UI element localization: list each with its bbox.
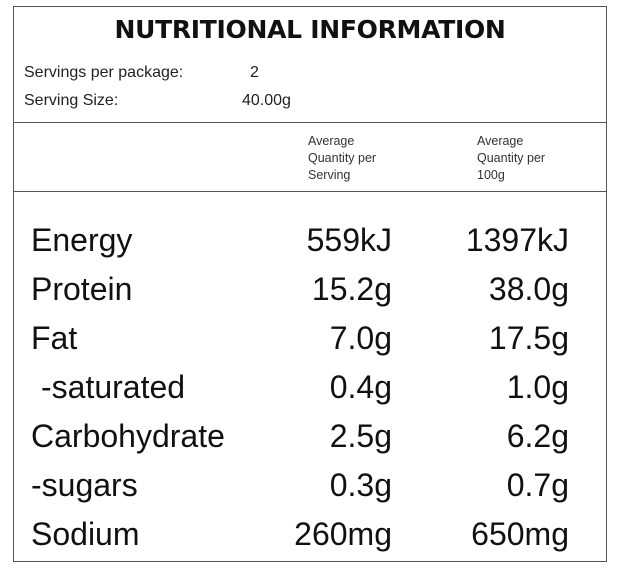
nutrient-name: Protein — [31, 271, 133, 307]
value-per-serving: 559kJ — [306, 222, 392, 258]
value-per-100g: 1.0g — [506, 369, 569, 405]
column-header-band: Average Quantity per Serving Average Qua… — [14, 122, 606, 192]
nutrient-row-saturated: -saturated 0.4g 1.0g — [14, 362, 606, 411]
value-per-serving: 2.5g — [329, 418, 392, 454]
value-per-serving: 7.0g — [329, 320, 392, 356]
value-per-100g: 38.0g — [488, 271, 569, 307]
column-header-per-100g: Average Quantity per 100g — [477, 133, 587, 184]
value-per-100g: 650mg — [471, 516, 569, 552]
serving-size-label: Serving Size: — [24, 92, 119, 109]
nutrient-row-sodium: Sodium 260mg 650mg — [14, 509, 606, 558]
column-header-line: Quantity per — [477, 151, 546, 165]
nutrient-row-protein: Protein 15.2g 38.0g — [14, 264, 606, 313]
value-per-serving: 0.3g — [329, 467, 392, 503]
column-header-line: 100g — [477, 168, 505, 182]
nutrient-name: Energy — [31, 222, 133, 258]
column-header-per-serving: Average Quantity per Serving — [308, 133, 418, 184]
value-per-serving: 15.2g — [311, 271, 392, 307]
nutrient-name: Sodium — [31, 516, 140, 552]
servings-value: 2 — [250, 64, 259, 81]
value-per-serving: 0.4g — [329, 369, 392, 405]
nutrient-row-carbohydrate: Carbohydrate 2.5g 6.2g — [14, 411, 606, 460]
column-header-line: Average — [308, 134, 355, 148]
panel-title: NUTRITIONAL INFORMATION — [114, 15, 506, 44]
nutrient-row-sugars: -sugars 0.3g 0.7g — [14, 460, 606, 509]
nutrient-rows: Energy 559kJ 1397kJ Protein 15.2g 38.0g … — [14, 215, 606, 558]
nutrition-panel: NUTRITIONAL INFORMATION Servings per pac… — [13, 6, 607, 562]
nutrient-row-fat: Fat 7.0g 17.5g — [14, 313, 606, 362]
value-per-100g: 1397kJ — [465, 222, 569, 258]
servings-label: Servings per package: — [24, 64, 184, 81]
serving-size-value: 40.00g — [242, 92, 291, 109]
column-header-line: Serving — [308, 168, 351, 182]
value-per-100g: 17.5g — [488, 320, 569, 356]
value-per-serving: 260mg — [294, 516, 392, 552]
value-per-100g: 6.2g — [506, 418, 569, 454]
nutrient-row-energy: Energy 559kJ 1397kJ — [14, 215, 606, 264]
column-header-line: Quantity per — [308, 151, 377, 165]
nutrient-name: Carbohydrate — [31, 418, 225, 454]
nutrient-name: -sugars — [31, 467, 138, 503]
nutrient-name: Fat — [31, 320, 78, 356]
nutrient-name: -saturated — [41, 369, 186, 405]
column-header-line: Average — [477, 134, 524, 148]
value-per-100g: 0.7g — [506, 467, 569, 503]
